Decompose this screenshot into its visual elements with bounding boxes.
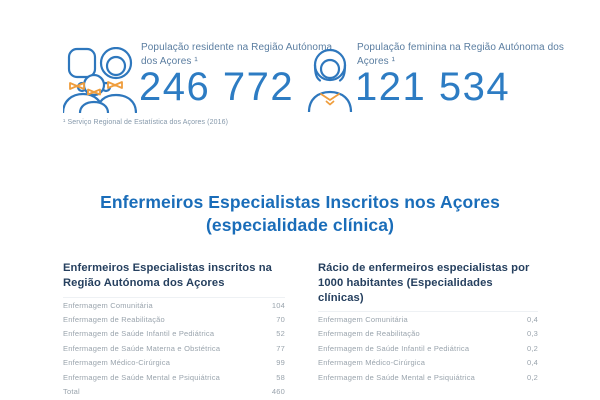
specialty-label: Enfermagem de Reabilitação [318, 329, 420, 339]
specialty-value: 0,2 [526, 343, 538, 353]
page-title-line2: (especialidade clínica) [205, 215, 395, 235]
specialty-label: Enfermagem Comunitária [63, 300, 153, 310]
specialty-value: 104 [271, 300, 285, 310]
specialty-value: 460 [271, 387, 285, 397]
specialty-label: Enfermagem Médico-Cirúrgica [63, 358, 171, 368]
specialty-label: Enfermagem de Saúde Infantil e Pediátric… [63, 329, 215, 339]
specialty-label: Enfermagem de Reabilitação [63, 315, 165, 325]
specialists-ratio-section: Rácio de enfermeiros especialistas por 1… [318, 261, 538, 384]
specialty-value: 52 [276, 329, 285, 339]
specialty-value: 99 [276, 358, 285, 368]
table-row: Enfermagem Comunitária 104 [63, 298, 285, 312]
table-row: Enfermagem Médico-Cirúrgica 0,4 [318, 356, 538, 370]
table-row: Total 460 [63, 384, 285, 398]
table-row: Enfermagem de Saúde Materna e Obstétrica… [63, 341, 285, 355]
specialists-ratio-table: Enfermagem Comunitária 0,4 Enfermagem de… [318, 311, 538, 384]
specialists-count-heading: Enfermeiros Especialistas inscritos na R… [63, 262, 272, 289]
specialty-value: 0,2 [526, 372, 538, 382]
stat-resident-population-label: População residente na Região Autónoma d… [141, 42, 333, 67]
specialists-count-section: Enfermeiros Especialistas inscritos na R… [63, 261, 285, 399]
specialty-label: Total [63, 387, 80, 397]
specialty-value: 70 [276, 315, 285, 325]
page-title: Enfermeiros Especialistas Inscritos nos … [0, 191, 600, 237]
specialty-value: 0,4 [526, 358, 538, 368]
table-row: Enfermagem de Saúde Mental e Psiquiátric… [318, 370, 538, 384]
table-row: Enfermagem de Reabilitação 0,3 [318, 327, 538, 341]
table-row: Enfermagem de Reabilitação 70 [63, 312, 285, 326]
table-row: Enfermagem Médico-Cirúrgica 99 [63, 356, 285, 370]
specialty-value: 0,3 [526, 329, 538, 339]
specialty-label: Enfermagem de Saúde Infantil e Pediátric… [318, 343, 470, 353]
specialty-label: Enfermagem de Saúde Mental e Psiquiátric… [318, 372, 476, 382]
stat-resident-population-value: 246 772 [139, 65, 295, 109]
specialty-value: 77 [276, 343, 285, 353]
specialty-label: Enfermagem de Saúde Materna e Obstétrica [63, 343, 221, 353]
source-footnote: ¹ Serviço Regional de Estatística dos Aç… [63, 119, 229, 126]
stat-female-population-label: População feminina na Região Autónoma do… [357, 42, 565, 67]
specialty-label: Enfermagem de Saúde Mental e Psiquiátric… [63, 372, 221, 382]
page-title-line1: Enfermeiros Especialistas Inscritos nos … [100, 192, 500, 212]
stat-female-population-value: 121 534 [355, 65, 511, 109]
specialty-label: Enfermagem Médico-Cirúrgica [318, 358, 426, 368]
table-row: Enfermagem de Saúde Mental e Psiquiátric… [63, 370, 285, 384]
specialty-value: 0,4 [526, 315, 538, 325]
specialty-label: Enfermagem Comunitária [318, 315, 408, 325]
specialists-ratio-heading: Rácio de enfermeiros especialistas por 1… [318, 262, 530, 304]
family-icon [63, 47, 137, 113]
woman-icon [307, 48, 353, 112]
specialists-count-table: Enfermagem Comunitária 104 Enfermagem de… [63, 297, 285, 399]
table-row: Enfermagem de Saúde Infantil e Pediátric… [63, 327, 285, 341]
specialty-value: 58 [276, 372, 285, 382]
table-row: Enfermagem de Saúde Infantil e Pediátric… [318, 341, 538, 355]
table-row: Enfermagem Comunitária 0,4 [318, 312, 538, 326]
